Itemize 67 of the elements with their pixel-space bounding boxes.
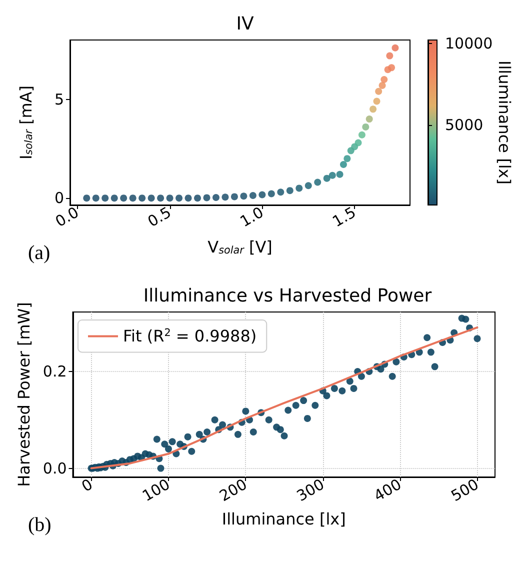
point <box>176 194 183 202</box>
y-tick-label: 0 <box>54 189 64 208</box>
point <box>102 194 109 202</box>
point <box>328 172 336 179</box>
x-tick-label: 0 <box>78 475 96 496</box>
point <box>83 194 90 202</box>
point <box>323 174 330 182</box>
point <box>344 155 351 162</box>
point <box>92 194 100 202</box>
point <box>249 192 256 200</box>
x-tick-label: 400 <box>370 475 405 506</box>
x-tick-label: 1.5 <box>329 203 360 231</box>
x-tick-label: 0.5 <box>144 203 174 231</box>
point <box>362 123 370 130</box>
point <box>277 188 284 196</box>
point <box>184 194 192 202</box>
x-tick-label: 100 <box>139 475 173 506</box>
point <box>392 44 399 52</box>
point <box>258 191 266 198</box>
point <box>314 178 322 186</box>
x-tick-label: 200 <box>216 475 250 506</box>
point <box>336 170 344 178</box>
point <box>296 184 303 192</box>
color-bar-title: Illuminance [lx] <box>495 60 514 184</box>
point <box>120 194 128 202</box>
chart-title: IV <box>236 14 254 34</box>
color-bar-label: 10000 <box>445 34 493 52</box>
point <box>358 131 366 138</box>
point <box>110 194 118 202</box>
y-tick-label: 0.0 <box>42 459 67 478</box>
point <box>380 76 388 84</box>
point <box>354 139 362 146</box>
point <box>304 182 312 190</box>
x-axis-title: Vsolar [V] <box>208 238 272 257</box>
point <box>194 194 201 202</box>
point <box>157 194 164 202</box>
point <box>166 194 174 202</box>
point <box>230 193 238 200</box>
point <box>212 194 220 201</box>
y-axis-title: Harvested Power [mW] <box>14 302 34 487</box>
y-tick-label: 5 <box>54 90 64 108</box>
x-tick-label: 1.0 <box>237 203 267 231</box>
point <box>388 64 396 72</box>
color-bar-label: 5000 <box>445 116 484 134</box>
x-tick-label: 500 <box>448 475 482 506</box>
chart-title: Illuminance vs Harvested Power <box>143 286 432 306</box>
point <box>268 190 275 198</box>
point <box>366 116 373 123</box>
point <box>129 194 136 202</box>
point <box>148 194 155 202</box>
point <box>138 194 146 202</box>
point <box>378 82 386 89</box>
point <box>340 160 347 168</box>
point <box>286 187 294 194</box>
x-tick-label: 300 <box>294 475 328 506</box>
y-axis-title: Isolar [mA] <box>16 85 36 160</box>
text: (a) <box>28 242 50 264</box>
point <box>386 52 394 60</box>
text: (b) <box>28 514 52 536</box>
point <box>370 106 377 113</box>
y-tick-label: 0.2 <box>42 362 67 381</box>
point <box>203 194 210 202</box>
point <box>222 194 229 201</box>
point <box>373 98 380 105</box>
point <box>240 192 248 200</box>
point <box>375 88 382 95</box>
x-axis-title: Illuminance [lx] <box>222 510 346 528</box>
